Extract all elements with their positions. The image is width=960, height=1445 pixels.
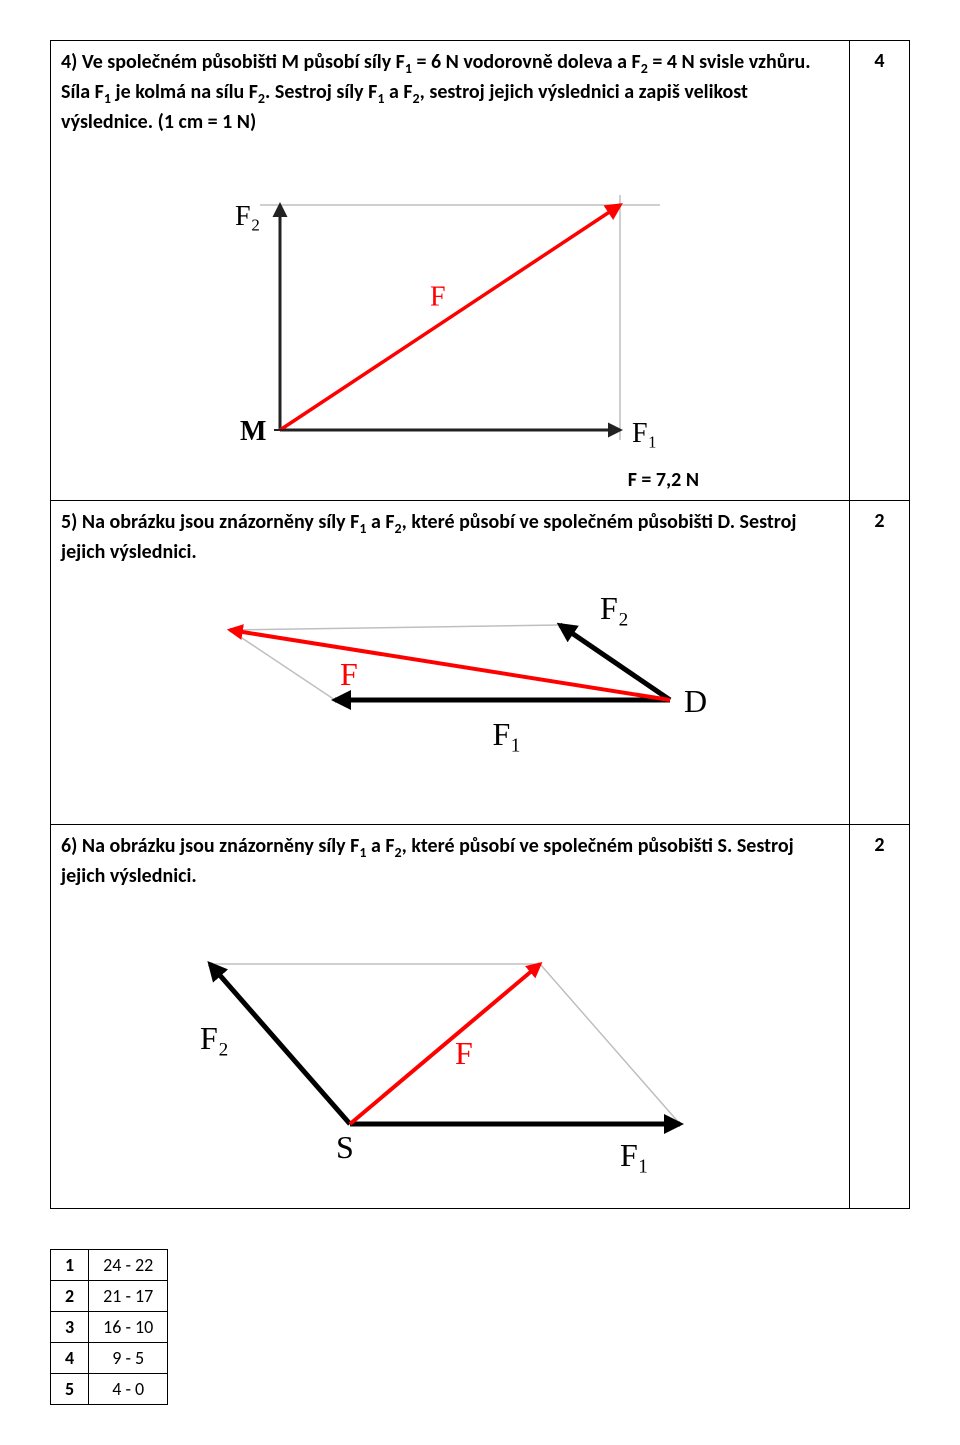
q4-t-e: . Sestroj síly F	[265, 80, 377, 104]
score-range: 9 - 5	[89, 1342, 168, 1373]
svg-text:F₁: F₁	[493, 716, 522, 752]
q5-t-b: a F	[366, 510, 394, 534]
svg-text:F₂: F₂	[600, 590, 629, 626]
svg-text:F: F	[455, 1035, 473, 1071]
q5-t-a: Na obrázku jsou znázorněny síly F	[82, 510, 359, 534]
questions-table: 4) Ve společném působišti M působí síly …	[50, 40, 910, 1209]
score-range: 16 - 10	[89, 1311, 168, 1342]
q4-text: 4) Ve společném působišti M působí síly …	[61, 49, 839, 136]
score-grade: 1	[51, 1249, 89, 1280]
q4-t-b: = 6 N vodorovně doleva a F	[412, 50, 641, 74]
q6-points: 2	[850, 824, 910, 1208]
svg-text:F₁: F₁	[620, 1137, 649, 1173]
q6-diagram: S F₁ F₂ F	[140, 904, 760, 1194]
q6-cell: 6) Na obrázku jsou znázorněny síly F1 a …	[51, 824, 850, 1208]
q4-points: 4	[850, 41, 910, 501]
q6-t-a: Na obrázku jsou znázorněny síly F	[82, 834, 359, 858]
svg-text:F: F	[430, 281, 446, 312]
svg-text:D: D	[684, 683, 707, 719]
score-range: 21 - 17	[89, 1280, 168, 1311]
svg-text:F: F	[340, 656, 358, 692]
q4-number: 4)	[61, 50, 77, 74]
q4-t-f: a F	[384, 80, 412, 104]
svg-text:F₂: F₂	[235, 201, 260, 232]
q6-t-b: a F	[366, 834, 394, 858]
q5-diagram: D F₁ F₂ F	[140, 580, 760, 810]
score-grade: 4	[51, 1342, 89, 1373]
q4-diagram: M F₁ F₂ F	[170, 150, 730, 470]
q4-t-d: je kolmá na sílu F	[111, 80, 258, 104]
score-table: 124 - 22221 - 17316 - 1049 - 554 - 0	[50, 1249, 168, 1405]
svg-text:F₂: F₂	[200, 1020, 229, 1056]
svg-text:S: S	[336, 1129, 354, 1165]
score-grade: 5	[51, 1373, 89, 1404]
score-range: 24 - 22	[89, 1249, 168, 1280]
q5-text: 5) Na obrázku jsou znázorněny síly F1 a …	[61, 509, 839, 566]
q4-cell: 4) Ve společném působišti M působí síly …	[51, 41, 850, 501]
q6-text: 6) Na obrázku jsou znázorněny síly F1 a …	[61, 833, 839, 890]
q5-cell: 5) Na obrázku jsou znázorněny síly F1 a …	[51, 500, 850, 824]
svg-text:M: M	[240, 416, 266, 447]
score-grade: 2	[51, 1280, 89, 1311]
score-range: 4 - 0	[89, 1373, 168, 1404]
q6-number: 6)	[61, 834, 77, 858]
svg-text:F₁: F₁	[632, 418, 657, 449]
q4-t-a: Ve společném působišti M působí síly F	[82, 50, 405, 74]
q5-points: 2	[850, 500, 910, 824]
score-grade: 3	[51, 1311, 89, 1342]
q4-answer: F = 7,2 N	[61, 468, 839, 492]
q5-number: 5)	[61, 510, 77, 534]
